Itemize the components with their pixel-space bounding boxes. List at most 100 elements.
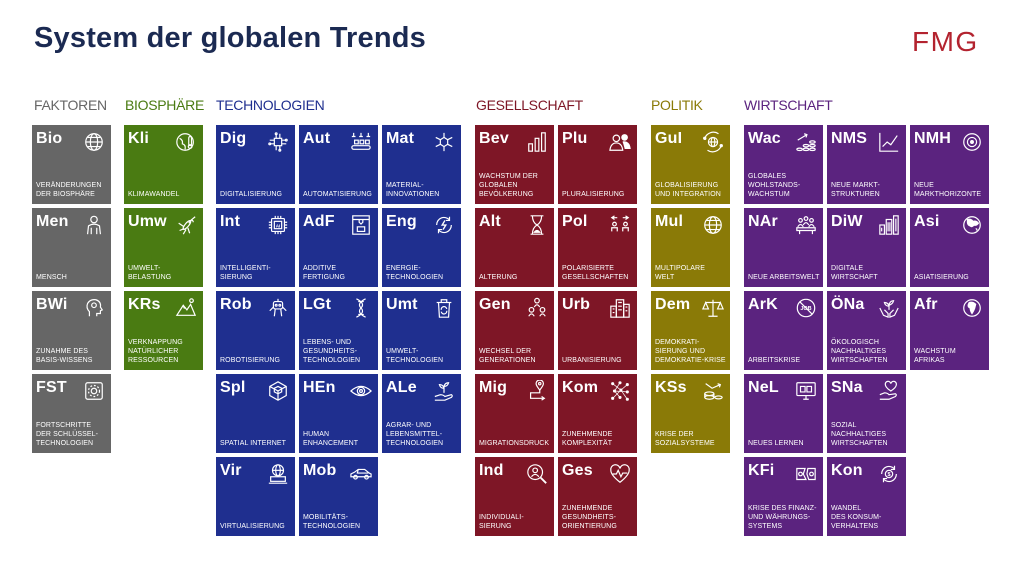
- trend-tile-ale[interactable]: ALe Agrar- und Lebensmittel- technologie…: [382, 374, 461, 453]
- trend-tile-kon[interactable]: Kon $ Wandel des Konsum- verhaltens: [827, 457, 906, 536]
- trend-tile-nmh[interactable]: NMH Neue Markthorizonte: [910, 125, 989, 204]
- trend-tile-vir[interactable]: Vir Virtualisierung: [216, 457, 295, 536]
- trend-tile-mob[interactable]: Mob Mobilitäts- technologien: [299, 457, 378, 536]
- trend-tile-kli[interactable]: Kli Klimawandel: [124, 125, 203, 204]
- tile-label: Digitale Wirtschaft: [831, 265, 878, 281]
- trend-tile-gen[interactable]: Gen Wechsel der Generationen: [475, 291, 554, 370]
- tile-code: Mob: [303, 462, 337, 479]
- trend-tile-kfi[interactable]: KFi Krise des Finanz- und Währungs- syst…: [744, 457, 823, 536]
- trend-tile-ind[interactable]: Ind Individuali- sierung: [475, 457, 554, 536]
- digital-buildings-icon: [878, 214, 900, 236]
- trend-tile-men[interactable]: Men Mensch: [32, 208, 111, 287]
- trend-tile-ona[interactable]: ÖNa Ökologisch nachhaltiges Wirtschaften: [827, 291, 906, 370]
- globe-network-icon: [83, 131, 105, 153]
- head-icon: [83, 297, 105, 319]
- trend-tile-kss[interactable]: KSs Krise der Sozialsysteme: [651, 374, 730, 453]
- trend-tile-nms[interactable]: NMS Neue Markt- strukturen: [827, 125, 906, 204]
- trend-tile-wac[interactable]: Wac Globales Wohlstands- wachstum: [744, 125, 823, 204]
- polarized-people-icon: [609, 214, 631, 236]
- tile-label: Zunehmende Komplexität: [562, 431, 613, 447]
- category-header-politik: POLITIK: [651, 97, 703, 113]
- tile-code: Pol: [562, 213, 588, 230]
- trend-tile-asi[interactable]: Asi Asiatisierung: [910, 208, 989, 287]
- trend-tile-bio[interactable]: Bio Veränderungen der Biosphäre: [32, 125, 111, 204]
- trend-tile-umt[interactable]: Umt Umwelt- technologien: [382, 291, 461, 370]
- trend-tile-afr[interactable]: Afr Wachstum Afrikas: [910, 291, 989, 370]
- tile-code: NeL: [748, 379, 779, 396]
- tile-label: Neue Arbeitswelt: [748, 274, 820, 281]
- tile-label: Alterung: [479, 274, 518, 281]
- trend-tile-plu[interactable]: Plu Pluralisierung: [558, 125, 637, 204]
- trend-tile-bev[interactable]: Bev Wachstum der globalen Bevölkerung: [475, 125, 554, 204]
- trend-tile-sna[interactable]: SNa Sozial nachhaltiges Wirtschaften: [827, 374, 906, 453]
- line-chart-icon: [878, 131, 900, 153]
- tile-code: AdF: [303, 213, 335, 230]
- trend-tile-hen[interactable]: HEn Human Enhancement: [299, 374, 378, 453]
- dna-icon: [350, 297, 372, 319]
- trend-tile-kom[interactable]: Kom Zunehmende Komplexität: [558, 374, 637, 453]
- tile-label: Globalisierung und Integration: [655, 182, 721, 198]
- trend-tile-dig[interactable]: Dig Digitalisierung: [216, 125, 295, 204]
- trend-tile-eng[interactable]: Eng Energie- technologien: [382, 208, 461, 287]
- trend-tile-fst[interactable]: FST Fortschritte der Schlüssel- technolo…: [32, 374, 111, 453]
- tile-code: Eng: [386, 213, 417, 230]
- trend-tile-mat[interactable]: Mat Material- innovationen: [382, 125, 461, 204]
- tile-code: Int: [220, 213, 241, 230]
- category-header-faktoren: FAKTOREN: [34, 97, 107, 113]
- trend-tile-ges[interactable]: Ges Zunehmende Gesundheits- orientierung: [558, 457, 637, 536]
- tile-label: Krise des Finanz- und Währungs- systems: [748, 505, 817, 530]
- trend-tile-int[interactable]: Int AI Intelligenti- sierung: [216, 208, 295, 287]
- molecule-icon: [433, 131, 455, 153]
- trend-tile-dem[interactable]: Dem Demokrati- sierung und Demokratie-Kr…: [651, 291, 730, 370]
- trend-tile-lgt[interactable]: LGt Lebens- und Gesundheits- technologie…: [299, 291, 378, 370]
- tile-code: ÖNa: [831, 296, 865, 313]
- trend-tile-alt[interactable]: Alt Alterung: [475, 208, 554, 287]
- car-icon: [350, 463, 372, 485]
- trend-tile-aut[interactable]: Aut Automatisierung: [299, 125, 378, 204]
- trend-tile-adf[interactable]: AdF Additive Fertigung: [299, 208, 378, 287]
- tile-code: Men: [36, 213, 69, 230]
- dollar-cycle-icon: $: [878, 463, 900, 485]
- trend-tile-gul[interactable]: GuI Globalisierung und Integration: [651, 125, 730, 204]
- tile-label: Zunehmende Gesundheits- orientierung: [562, 505, 617, 530]
- trend-tile-bwi[interactable]: BWi Zunahme des Basis-Wissens: [32, 291, 111, 370]
- tile-code: Rob: [220, 296, 252, 313]
- globe-thermometer-icon: [175, 131, 197, 153]
- globe-asia-icon: [961, 214, 983, 236]
- city-icon: [609, 297, 631, 319]
- heart-pulse-icon: [609, 463, 631, 485]
- tile-label: Globales Wohlstands- wachstum: [748, 173, 801, 198]
- tile-label: Lebens- und Gesundheits- technologien: [303, 339, 361, 364]
- heart-hand-icon: [878, 380, 900, 402]
- trend-tile-mul[interactable]: Mul Multipolare Welt: [651, 208, 730, 287]
- category-header-technologien: TECHNOLOGIEN: [216, 97, 325, 113]
- no-job-icon: JOB: [795, 297, 817, 319]
- tile-label: Urbanisierung: [562, 357, 622, 364]
- broken-money-icon: [795, 463, 817, 485]
- trend-tile-pol[interactable]: Pol Polarisierte Gesellschaften: [558, 208, 637, 287]
- trend-tile-mig[interactable]: Mig Migrationsdruck: [475, 374, 554, 453]
- trend-tile-spl[interactable]: Spl Spatial Internet: [216, 374, 295, 453]
- trend-tile-ark[interactable]: ArK JOB Arbeitskrise: [744, 291, 823, 370]
- category-header-gesellschaft: GESELLSCHAFT: [476, 97, 583, 113]
- bar-chart-icon: [526, 131, 548, 153]
- trend-tile-diw[interactable]: DiW Digitale Wirtschaft: [827, 208, 906, 287]
- svg-text:AI: AI: [276, 223, 281, 228]
- tile-label: Spatial Internet: [220, 440, 287, 447]
- tile-label: Human Enhancement: [303, 431, 359, 447]
- trend-tile-umw[interactable]: Umw Umwelt- belastung: [124, 208, 203, 287]
- fmg-logo: FMG: [912, 26, 979, 57]
- trend-tile-urb[interactable]: Urb Urbanisierung: [558, 291, 637, 370]
- tile-label: Wachstum der globalen Bevölkerung: [479, 173, 538, 198]
- trend-tile-nel[interactable]: NeL Neues Lernen: [744, 374, 823, 453]
- tile-code: Umw: [128, 213, 167, 230]
- trend-tile-krs[interactable]: KRs Verknappung natürlicher Ressourcen: [124, 291, 203, 370]
- tile-label: Migrationsdruck: [479, 440, 550, 447]
- trend-tile-rob[interactable]: Rob Robotisierung: [216, 291, 295, 370]
- svg-text:$: $: [887, 472, 890, 478]
- tile-code: Bev: [479, 130, 509, 147]
- tile-label: Virtualisierung: [220, 523, 285, 530]
- tile-label: Zunahme des Basis-Wissens: [36, 348, 93, 364]
- trend-tile-nar[interactable]: NAr Neue Arbeitswelt: [744, 208, 823, 287]
- tile-label: Mensch: [36, 274, 67, 281]
